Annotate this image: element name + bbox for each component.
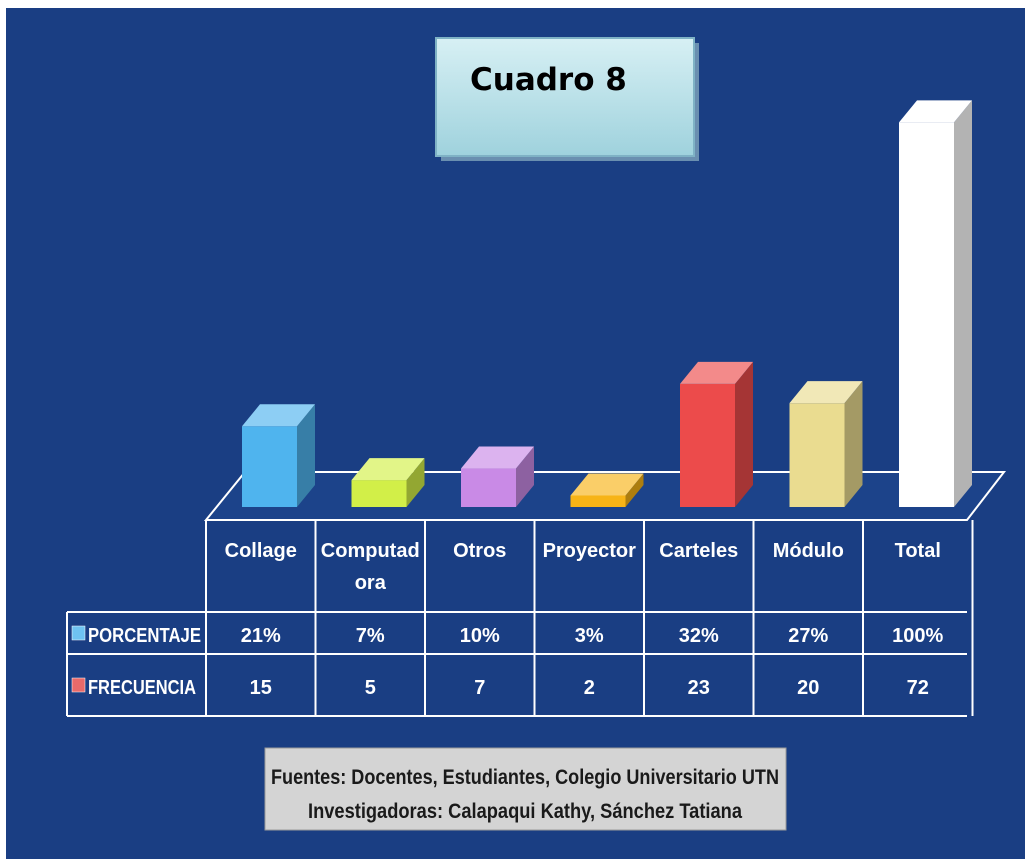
legend-label-frecuencia: FRECUENCIA xyxy=(88,677,196,699)
category-label-3: Otros xyxy=(453,540,506,562)
footer-authors: Investigadoras: Calapaqui Kathy, Sánchez… xyxy=(308,800,742,823)
value-frecuencia-3: 7 xyxy=(474,677,485,699)
bar-1 xyxy=(242,404,315,507)
category-label-2-line-2: ora xyxy=(355,572,387,594)
footer-source: Fuentes: Docentes, Estudiantes, Colegio … xyxy=(271,766,779,789)
value-porcentaje-6: 27% xyxy=(788,625,828,647)
category-label-6: Módulo xyxy=(773,540,844,562)
legend-porcentaje: PORCENTAJE xyxy=(71,625,201,647)
value-porcentaje-2: 7% xyxy=(356,625,385,647)
footer-box: Fuentes: Docentes, Estudiantes, Colegio … xyxy=(264,747,787,831)
bar-2 xyxy=(351,458,425,507)
legend-swatch-porcentaje xyxy=(71,625,86,641)
legend-label-porcentaje: PORCENTAJE xyxy=(88,625,201,647)
value-frecuencia-7: 72 xyxy=(907,677,929,699)
value-porcentaje-3: 10% xyxy=(460,625,500,647)
value-frecuencia-6: 20 xyxy=(797,677,819,699)
category-label-7: Total xyxy=(895,540,941,562)
category-label-1: Collage xyxy=(225,540,297,562)
category-label-2-line-1: Computad xyxy=(321,540,420,562)
bar-4 xyxy=(570,473,644,507)
legend-swatch-frecuencia xyxy=(71,677,86,693)
value-frecuencia-2: 5 xyxy=(365,677,376,699)
value-porcentaje-1: 21% xyxy=(241,625,281,647)
value-frecuencia-5: 23 xyxy=(688,677,710,699)
bar-6 xyxy=(789,381,863,507)
value-porcentaje-7: 100% xyxy=(892,625,943,647)
chart-title-box: Cuadro 8 xyxy=(435,37,699,161)
bar-5 xyxy=(680,361,753,507)
bar-7 xyxy=(899,100,972,507)
value-frecuencia-4: 2 xyxy=(584,677,595,699)
bars-group xyxy=(242,100,972,507)
bar-3 xyxy=(461,446,534,507)
value-porcentaje-5: 32% xyxy=(679,625,719,647)
value-frecuencia-1: 15 xyxy=(250,677,272,699)
data-table-grid xyxy=(66,520,974,717)
category-label-4: Proyector xyxy=(543,540,637,562)
chart-title: Cuadro 8 xyxy=(470,62,627,98)
legend-frecuencia: FRECUENCIA xyxy=(71,677,196,699)
value-porcentaje-4: 3% xyxy=(575,625,604,647)
category-label-5: Carteles xyxy=(659,540,738,562)
data-table-values: 21% 7% 10% 3% 32% 27% 100%15 5 7 2 23 20 72 xyxy=(241,625,944,699)
category-labels: Collage Computad ora Otros Proyector Carteles… xyxy=(225,540,941,594)
